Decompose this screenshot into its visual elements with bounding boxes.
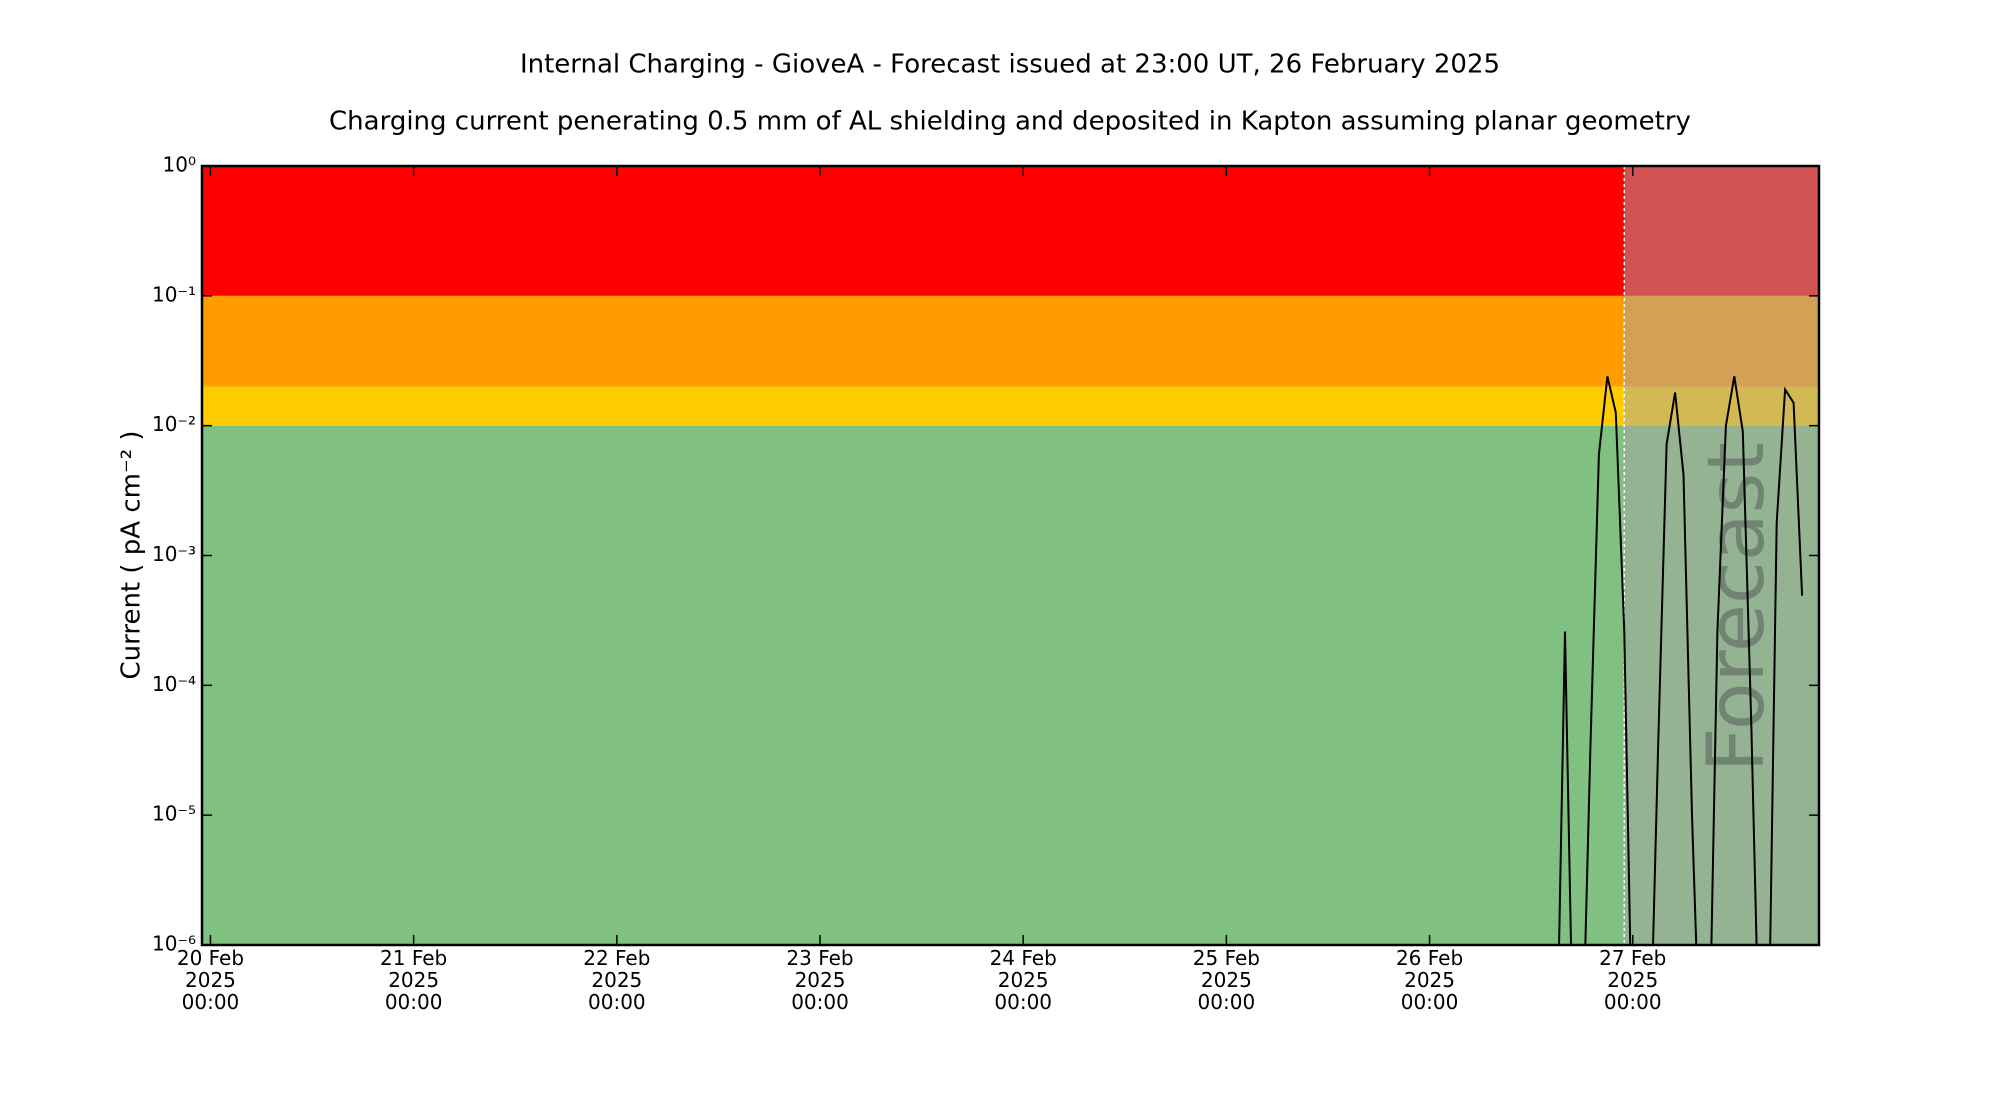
- x-tick-label-line: 00:00: [1198, 990, 1256, 1014]
- x-tick-label-line: 00:00: [588, 990, 646, 1014]
- x-tick-label-line: 24 Feb: [990, 946, 1057, 970]
- x-tick-label: 24 Feb 2025 00:00: [990, 946, 1057, 1014]
- risk-band: [202, 295, 1819, 387]
- x-tick-label-line: 2025: [185, 968, 236, 992]
- x-tick-label: 23 Feb 2025 00:00: [786, 946, 853, 1014]
- x-tick-label: 26 Feb 2025 00:00: [1396, 946, 1463, 1014]
- data-line: [1558, 376, 1804, 945]
- y-axis-label: Current ( pA cm⁻² ): [117, 430, 147, 679]
- x-tick-label-line: 22 Feb: [583, 946, 650, 970]
- chart-subtitle: Charging current penerating 0.5 mm of AL…: [329, 107, 1691, 137]
- x-tick-label-line: 27 Feb: [1599, 946, 1666, 970]
- risk-band: [202, 425, 1819, 946]
- x-tick-label-line: 2025: [1607, 968, 1658, 992]
- x-tick-label: 27 Feb 2025 00:00: [1599, 946, 1666, 1014]
- x-tick-label-line: 00:00: [1401, 990, 1459, 1014]
- x-tick-label-line: 21 Feb: [380, 946, 447, 970]
- x-tick-label-line: 2025: [388, 968, 439, 992]
- x-tick-label: 22 Feb 2025 00:00: [583, 946, 650, 1014]
- x-tick-label-line: 2025: [1404, 968, 1455, 992]
- forecast-label: Forecast: [1692, 442, 1782, 772]
- y-tick-label: 10⁻⁶: [152, 932, 196, 956]
- x-tick-label-line: 2025: [1201, 968, 1252, 992]
- x-tick-label-line: 2025: [591, 968, 642, 992]
- y-tick-label: 10⁻³: [152, 542, 196, 566]
- x-tick-label-line: 00:00: [385, 990, 443, 1014]
- x-tick-label: 25 Feb 2025 00:00: [1193, 946, 1260, 1014]
- x-tick-label-line: 2025: [795, 968, 846, 992]
- risk-band: [202, 386, 1819, 426]
- x-tick-label-line: 25 Feb: [1193, 946, 1260, 970]
- x-tick-label-line: 26 Feb: [1396, 946, 1463, 970]
- y-tick-label: 10⁻¹: [152, 282, 196, 306]
- x-tick-label-line: 2025: [998, 968, 1049, 992]
- y-tick-label: 10⁻⁵: [152, 802, 196, 826]
- x-tick-label-line: 00:00: [1604, 990, 1662, 1014]
- risk-band: [202, 166, 1819, 296]
- series: [1558, 376, 1804, 945]
- y-tick-label: 10⁰: [163, 153, 196, 177]
- x-tick-label-line: 23 Feb: [786, 946, 853, 970]
- x-tick-label: 21 Feb 2025 00:00: [380, 946, 447, 1014]
- x-tick-label-line: 00:00: [994, 990, 1052, 1014]
- y-tick-label: 10⁻²: [152, 412, 196, 436]
- x-tick-label-line: 00:00: [182, 990, 240, 1014]
- chart-title: Internal Charging - GioveA - Forecast is…: [520, 50, 1500, 80]
- x-tick-label: 20 Feb 2025 00:00: [177, 946, 244, 1014]
- y-tick-label: 10⁻⁴: [152, 672, 196, 696]
- x-tick-label-line: 20 Feb: [177, 946, 244, 970]
- x-tick-label-line: 00:00: [791, 990, 849, 1014]
